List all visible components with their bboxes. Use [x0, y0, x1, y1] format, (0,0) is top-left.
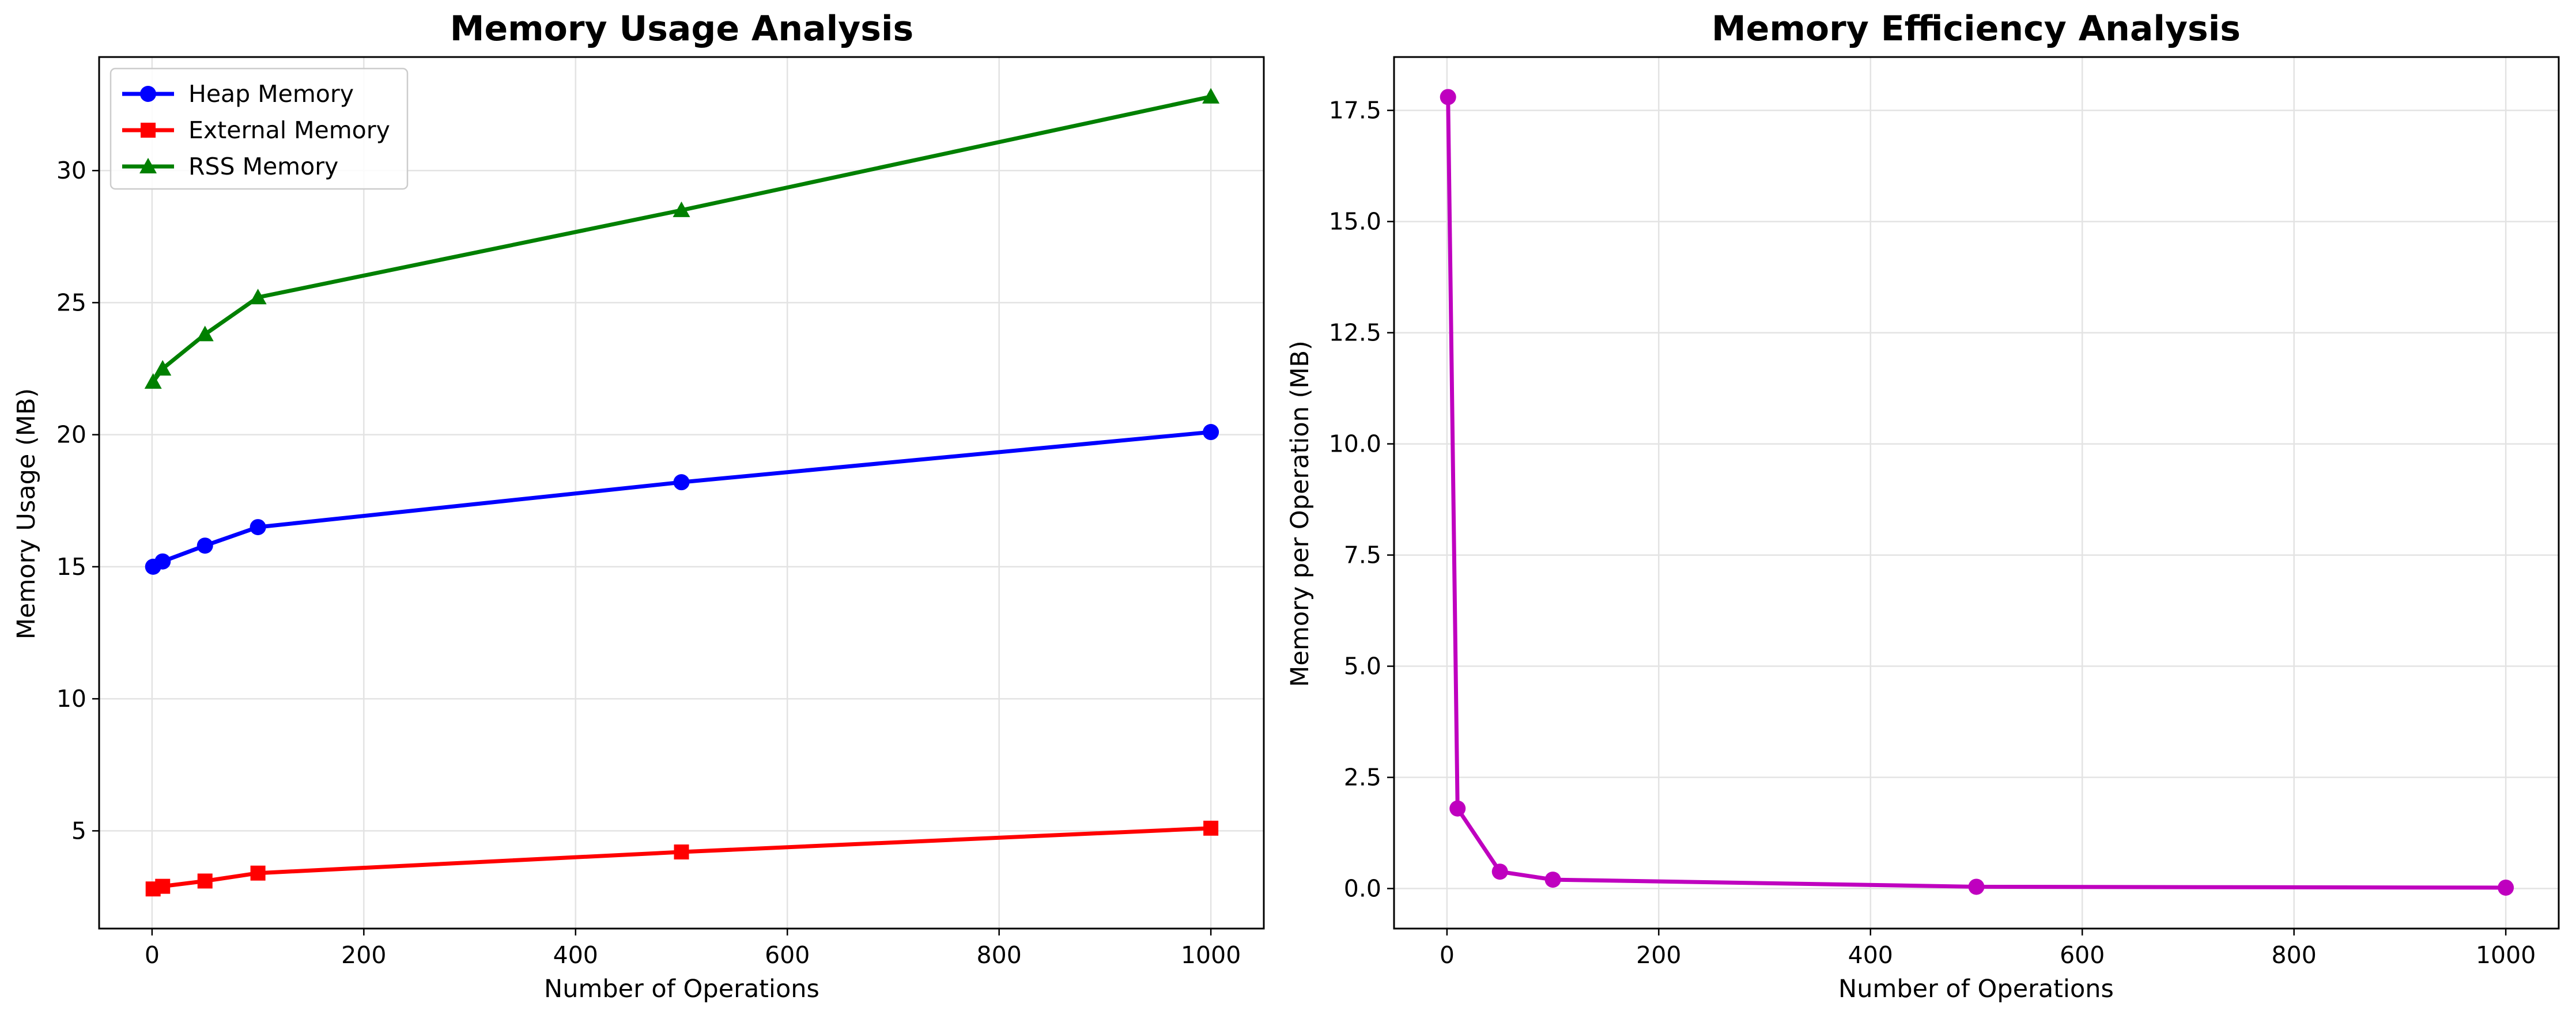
data-point — [250, 865, 266, 881]
data-point — [249, 289, 267, 305]
memory-usage-chart: Memory Usage Analysis Number of Operatio… — [12, 9, 1265, 1003]
data-point — [154, 553, 171, 570]
legend-entry: RSS Memory — [122, 153, 338, 180]
x-tick-label: 600 — [765, 941, 810, 969]
data-point — [1544, 872, 1561, 888]
legend-marker — [139, 158, 157, 173]
x-tick-label: 800 — [2272, 941, 2317, 969]
data-point — [1449, 800, 1466, 817]
data-point — [1491, 863, 1508, 880]
data-point — [155, 878, 171, 894]
memory-efficiency-chart: Memory Efficiency Analysis Number of Ope… — [1286, 9, 2560, 1003]
y-tick-label: 20 — [56, 421, 86, 449]
y-tick-label: 5 — [71, 817, 86, 844]
data-point — [1968, 878, 1985, 895]
y-tick-label: 12.5 — [1329, 319, 1381, 347]
legend-marker — [141, 123, 156, 138]
y-axis-label: Memory Usage (MB) — [12, 388, 41, 639]
data-point — [674, 844, 689, 860]
y-tick-label: 2.5 — [1344, 764, 1381, 791]
data-point — [673, 201, 690, 217]
data-point — [250, 519, 266, 536]
series-0 — [1440, 89, 2514, 896]
data-point — [1203, 424, 1219, 441]
data-point — [197, 537, 213, 554]
y-tick-label: 10.0 — [1329, 430, 1381, 458]
x-tick-label: 400 — [1848, 941, 1893, 969]
plot-frame — [1393, 56, 2560, 930]
y-tick-label: 25 — [56, 289, 86, 316]
series-external-memory — [145, 820, 1219, 897]
data-point — [154, 360, 172, 376]
chart-title: Memory Efficiency Analysis — [1712, 9, 2241, 49]
legend-entry: Heap Memory — [122, 80, 354, 108]
x-tick-label: 1000 — [2476, 941, 2536, 969]
y-tick-label: 0.0 — [1344, 875, 1381, 903]
x-axis-label: Number of Operations — [1838, 975, 2114, 1003]
y-tick-label: 15.0 — [1329, 208, 1381, 236]
data-point — [2498, 879, 2514, 896]
x-tick-label: 400 — [553, 941, 598, 969]
chart-title: Memory Usage Analysis — [450, 9, 914, 49]
x-tick-label: 800 — [977, 941, 1022, 969]
y-tick-label: 30 — [56, 157, 86, 184]
data-point — [1440, 89, 1456, 105]
legend-entry: External Memory — [122, 116, 390, 144]
y-tick-label: 15 — [56, 553, 86, 581]
series-rss-memory — [144, 88, 1220, 389]
y-tick-label: 5.0 — [1344, 653, 1381, 680]
x-tick-label: 600 — [2060, 941, 2105, 969]
series-line — [1446, 97, 2506, 890]
data-point — [673, 474, 690, 491]
y-tick-label: 17.5 — [1329, 97, 1381, 124]
y-tick-label: 10 — [56, 685, 86, 713]
x-tick-label: 0 — [145, 941, 160, 969]
data-point — [196, 325, 214, 342]
series-heap-memory — [145, 424, 1219, 575]
legend-label: External Memory — [188, 116, 390, 144]
legend-label: Heap Memory — [188, 80, 354, 108]
x-tick-label: 200 — [341, 941, 386, 969]
legend: Heap Memory External Memory RSS Memory — [109, 67, 409, 190]
legend-box — [109, 67, 409, 190]
data-point — [144, 373, 162, 389]
data-point — [1203, 820, 1219, 836]
y-tick-label: 7.5 — [1344, 541, 1381, 569]
plot-frame — [98, 56, 1265, 930]
x-axis-label: Number of Operations — [544, 975, 819, 1003]
x-tick-label: 1000 — [1181, 941, 1241, 969]
x-tick-label: 200 — [1636, 941, 1681, 969]
x-tick-label: 0 — [1440, 941, 1455, 969]
legend-label: RSS Memory — [188, 153, 338, 180]
data-point — [1202, 88, 1220, 104]
legend-marker — [140, 86, 156, 102]
data-point — [197, 873, 213, 889]
y-axis-label: Memory per Operation (MB) — [1286, 340, 1315, 687]
